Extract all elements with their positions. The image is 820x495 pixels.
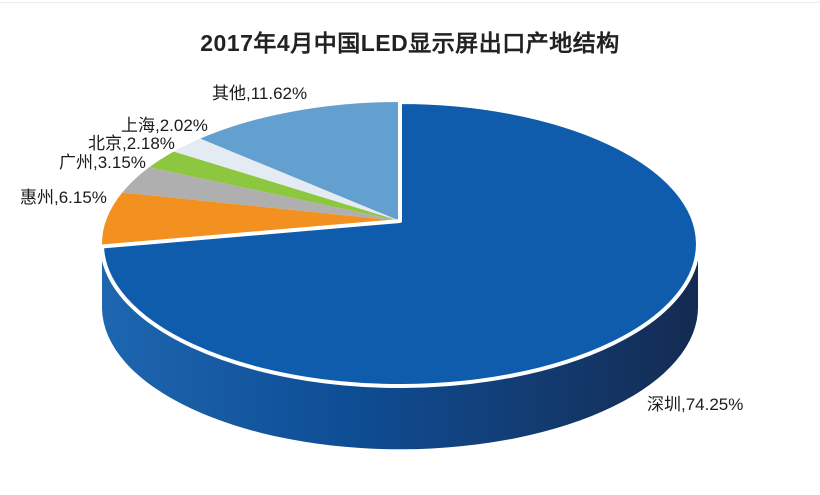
pie-slice-shanghai	[173, 138, 400, 221]
pie-slice-beijing	[149, 151, 400, 221]
slice-label-others: 其他,11.62%	[212, 84, 308, 103]
slice-label-beijing: 北京,2.18%	[88, 134, 175, 153]
pie-slice-guangzhou	[122, 167, 401, 221]
chart-title: 2017年4月中国LED显示屏出口产地结构	[200, 30, 620, 56]
pie-slice-shenzhen	[100, 100, 700, 388]
slice-label-shenzhen: 深圳,74.25%	[647, 395, 744, 414]
pie-side-shenzhen	[102, 244, 699, 450]
pie-slice-others	[200, 101, 400, 221]
slice-label-shanghai: 上海,2.02%	[121, 116, 208, 135]
pie-slice-huizhou	[101, 192, 401, 247]
top-border-line	[0, 2, 820, 3]
slice-label-guangzhou: 广州,3.15%	[59, 153, 146, 172]
slice-label-huizhou: 惠州,6.15%	[20, 188, 107, 207]
